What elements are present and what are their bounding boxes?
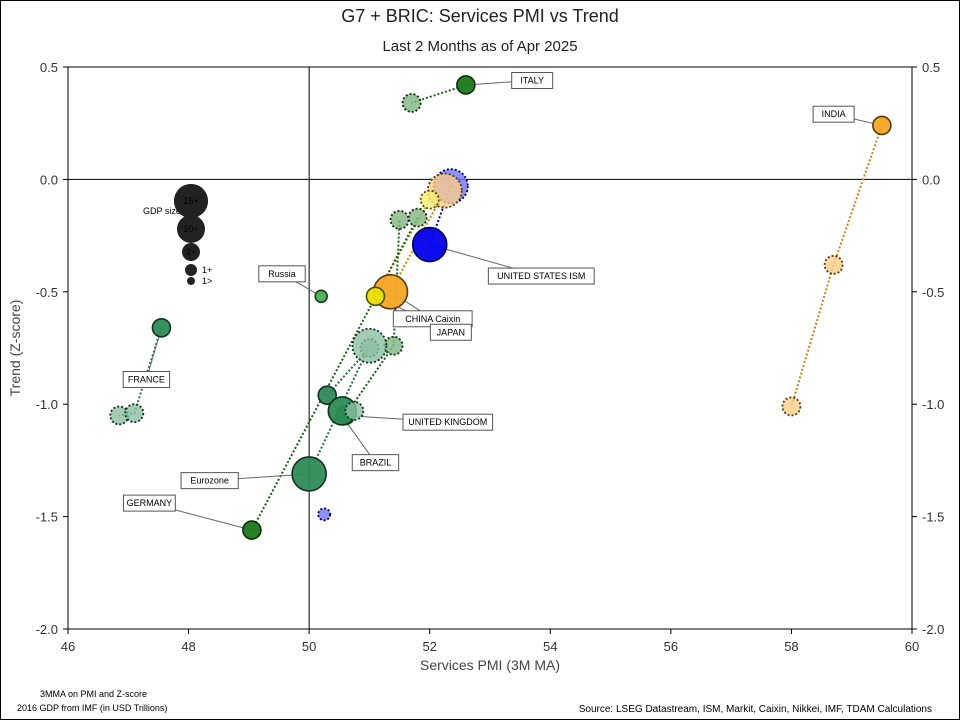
point-prior-india — [781, 396, 802, 417]
y-axis-label: Trend (Z-score) — [7, 300, 23, 397]
x-axis-label: Services PMI (3M MA) — [420, 657, 560, 673]
note-3mma: 3MMA on PMI and Z-score — [40, 689, 147, 699]
x-tick-label: 56 — [664, 639, 678, 654]
y-tick-label-left: -1.5 — [36, 510, 58, 525]
x-tick-label: 48 — [181, 639, 195, 654]
x-tick-label: 46 — [61, 639, 75, 654]
y-tick-label-right: -0.5 — [922, 285, 944, 300]
label-russia: Russia — [268, 269, 296, 279]
chart-title: G7 + BRIC: Services PMI vs Trend — [341, 6, 619, 26]
size-legend-circle — [187, 277, 195, 285]
label-box-japan — [429, 323, 472, 341]
note-gdp: 2016 GDP from IMF (in USD Trillions) — [17, 703, 167, 713]
point-latest-eurozone — [291, 456, 327, 492]
size-legend-circle — [185, 264, 197, 276]
size-legend-circle-top — [174, 184, 208, 218]
label-united-states-ism: UNITED STATES ISM — [497, 271, 585, 281]
size-legend-label: 2+ — [186, 247, 196, 257]
point-extra-1 — [344, 401, 365, 421]
source-note: Source: LSEG Datastream, ISM, Markit, Ca… — [579, 704, 932, 715]
point-prior-france — [124, 403, 145, 424]
point-latest-india — [872, 115, 892, 136]
y-tick-label-right: -1.5 — [922, 510, 944, 525]
y-tick-label-left: -2.0 — [36, 622, 58, 637]
y-tick-label-right: 0.5 — [922, 60, 940, 75]
y-tick-label-left: -0.5 — [36, 285, 58, 300]
series-labels: ITALY INDIA UNITED STATES ISM CHINA Caixin J… — [122, 71, 855, 512]
label-box-united-states-ism — [487, 267, 595, 285]
point-latest-france — [151, 317, 172, 338]
point-latest-united-states-ism — [411, 226, 448, 263]
axis-ticks: 46 48 50 52 54 56 58 60 0.5 0.5 0.0 0.0 -0.5 -0.5 -1.0… — [36, 60, 945, 654]
label-japan: JAPAN — [437, 327, 465, 337]
label-china-caixin: CHINA Caixin — [405, 314, 460, 324]
point-latest-germany — [242, 520, 262, 540]
connector-india — [790, 125, 883, 407]
size-legend-circle — [177, 215, 205, 243]
label-italy: ITALY — [520, 75, 544, 85]
point-latest-japan — [365, 286, 386, 307]
label-germany: GERMANY — [127, 498, 173, 508]
label-box-germany — [122, 494, 176, 512]
connector-united-kingdom — [344, 219, 401, 417]
point-latest-italy — [456, 75, 476, 95]
label-box-eurozone — [180, 472, 239, 490]
point-latest-brazil — [317, 385, 338, 406]
point-extra-2 — [317, 507, 332, 522]
series-connectors — [119, 84, 883, 531]
y-tick-label-left: -1.0 — [36, 397, 58, 412]
x-tick-label: 50 — [302, 639, 316, 654]
label-box-france — [122, 370, 171, 388]
point-latest-russia — [314, 289, 329, 304]
size-legend-label-top: 15+ — [183, 196, 198, 206]
point-prior-india — [823, 254, 844, 275]
y-tick-label-right: 0.0 — [922, 172, 940, 187]
label-box-united-kingdom — [402, 413, 494, 431]
size-legend-circle — [182, 243, 200, 261]
reference-lines — [68, 67, 912, 629]
label-leaders — [145, 79, 882, 531]
label-box-brazil — [351, 454, 400, 472]
size-legend-title: GDP size — [143, 206, 181, 216]
size-legend-label: 10+ — [183, 224, 198, 234]
label-india: INDIA — [822, 109, 846, 119]
data-points — [109, 75, 892, 540]
plot-area — [67, 66, 913, 630]
y-tick-label-left: 0.5 — [40, 60, 58, 75]
point-prior-italy — [401, 93, 422, 113]
label-eurozone: Eurozone — [190, 476, 229, 486]
chart-subtitle: Last 2 Months as of Apr 2025 — [382, 38, 577, 55]
x-tick-label: 60 — [905, 639, 919, 654]
point-prior-united-kingdom — [389, 209, 410, 230]
x-tick-label: 58 — [784, 639, 798, 654]
size-legend-label: 1> — [202, 276, 212, 286]
label-united-kingdom: UNITED KINGDOM — [408, 417, 487, 427]
label-brazil: BRAZIL — [360, 458, 392, 468]
label-box-india — [812, 105, 855, 123]
x-tick-label: 52 — [422, 639, 436, 654]
point-prior-germany — [407, 207, 428, 228]
label-box-italy — [511, 71, 554, 89]
size-legend-label: 1+ — [202, 265, 212, 275]
y-tick-label-left: 0.0 — [40, 172, 58, 187]
y-tick-label-right: -1.0 — [922, 397, 944, 412]
connector-germany — [250, 217, 419, 531]
label-france: FRANCE — [128, 374, 165, 384]
y-tick-label-right: -2.0 — [922, 622, 944, 637]
label-box-russia — [258, 265, 306, 283]
point-prior-japan — [419, 189, 440, 210]
point-prior-eurozone — [351, 327, 388, 364]
x-tick-label: 54 — [543, 639, 557, 654]
